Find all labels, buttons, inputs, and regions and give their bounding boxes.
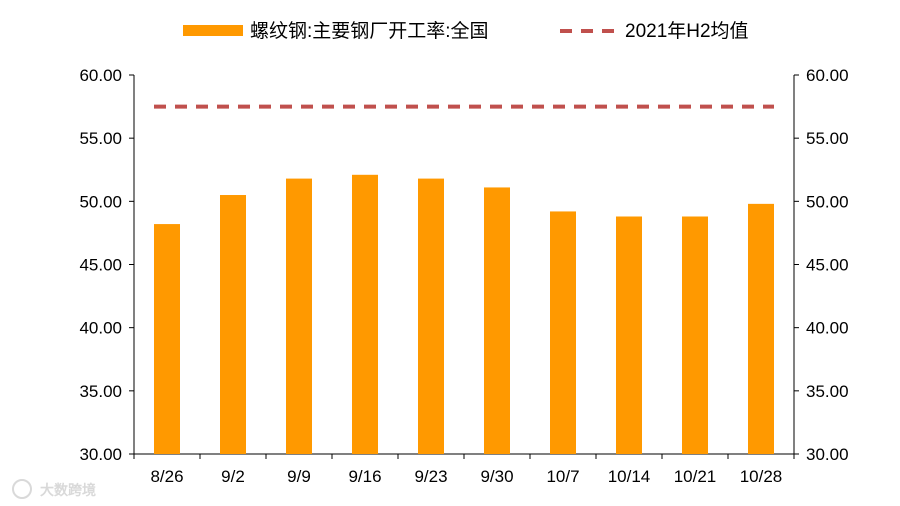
plot-area: 30.00 35.00 40.00 45.00 50.00 55.00 60.00 30.00… bbox=[79, 66, 848, 486]
bar bbox=[220, 195, 246, 454]
y-tick-label-right: 30.00 bbox=[806, 445, 849, 464]
bar bbox=[352, 174, 378, 454]
x-tick-label: 9/30 bbox=[480, 467, 513, 486]
bar bbox=[550, 211, 576, 454]
y-tick-label-right: 35.00 bbox=[806, 382, 849, 401]
y-tick-label-left: 60.00 bbox=[79, 66, 122, 85]
legend-label-line: 2021年H2均值 bbox=[625, 20, 749, 42]
y-tick-label-left: 45.00 bbox=[79, 256, 122, 275]
bar bbox=[748, 203, 774, 454]
bar bbox=[484, 187, 510, 455]
x-tick-label: 9/16 bbox=[348, 467, 381, 486]
y-tick-label-right: 55.00 bbox=[806, 129, 849, 148]
x-tick-label: 9/23 bbox=[414, 467, 447, 486]
y-tick-label-left: 55.00 bbox=[79, 129, 122, 148]
y-tick-label-right: 60.00 bbox=[806, 66, 849, 85]
x-tick-label: 9/2 bbox=[221, 467, 245, 486]
bar bbox=[682, 216, 708, 454]
y-tick-label-left: 40.00 bbox=[79, 319, 122, 338]
y-tick-label-left: 30.00 bbox=[79, 445, 122, 464]
x-tick-label: 8/26 bbox=[150, 467, 183, 486]
x-tick-label: 10/7 bbox=[546, 467, 579, 486]
bar bbox=[418, 178, 444, 455]
y-tick-label-left: 35.00 bbox=[79, 382, 122, 401]
watermark-logo-icon bbox=[12, 479, 32, 499]
x-tick-label: 10/14 bbox=[608, 467, 651, 486]
watermark: 大数跨境 bbox=[12, 479, 96, 499]
watermark-text: 大数跨境 bbox=[40, 482, 96, 498]
bar bbox=[616, 216, 642, 454]
bar bbox=[154, 224, 180, 454]
bar bbox=[286, 178, 312, 455]
x-tick-label: 10/21 bbox=[674, 467, 717, 486]
x-tick-label: 9/9 bbox=[287, 467, 311, 486]
y-tick-label-left: 50.00 bbox=[79, 192, 122, 211]
legend-label-bar: 螺纹钢:主要钢厂开工率:全国 bbox=[250, 20, 489, 42]
x-tick-label: 10/28 bbox=[740, 467, 783, 486]
y-tick-label-right: 45.00 bbox=[806, 256, 849, 275]
y-tick-label-right: 40.00 bbox=[806, 319, 849, 338]
y-tick-label-right: 50.00 bbox=[806, 192, 849, 211]
legend: 螺纹钢:主要钢厂开工率:全国 2021年H2均值 bbox=[183, 20, 749, 42]
legend-swatch-bar bbox=[183, 25, 243, 36]
